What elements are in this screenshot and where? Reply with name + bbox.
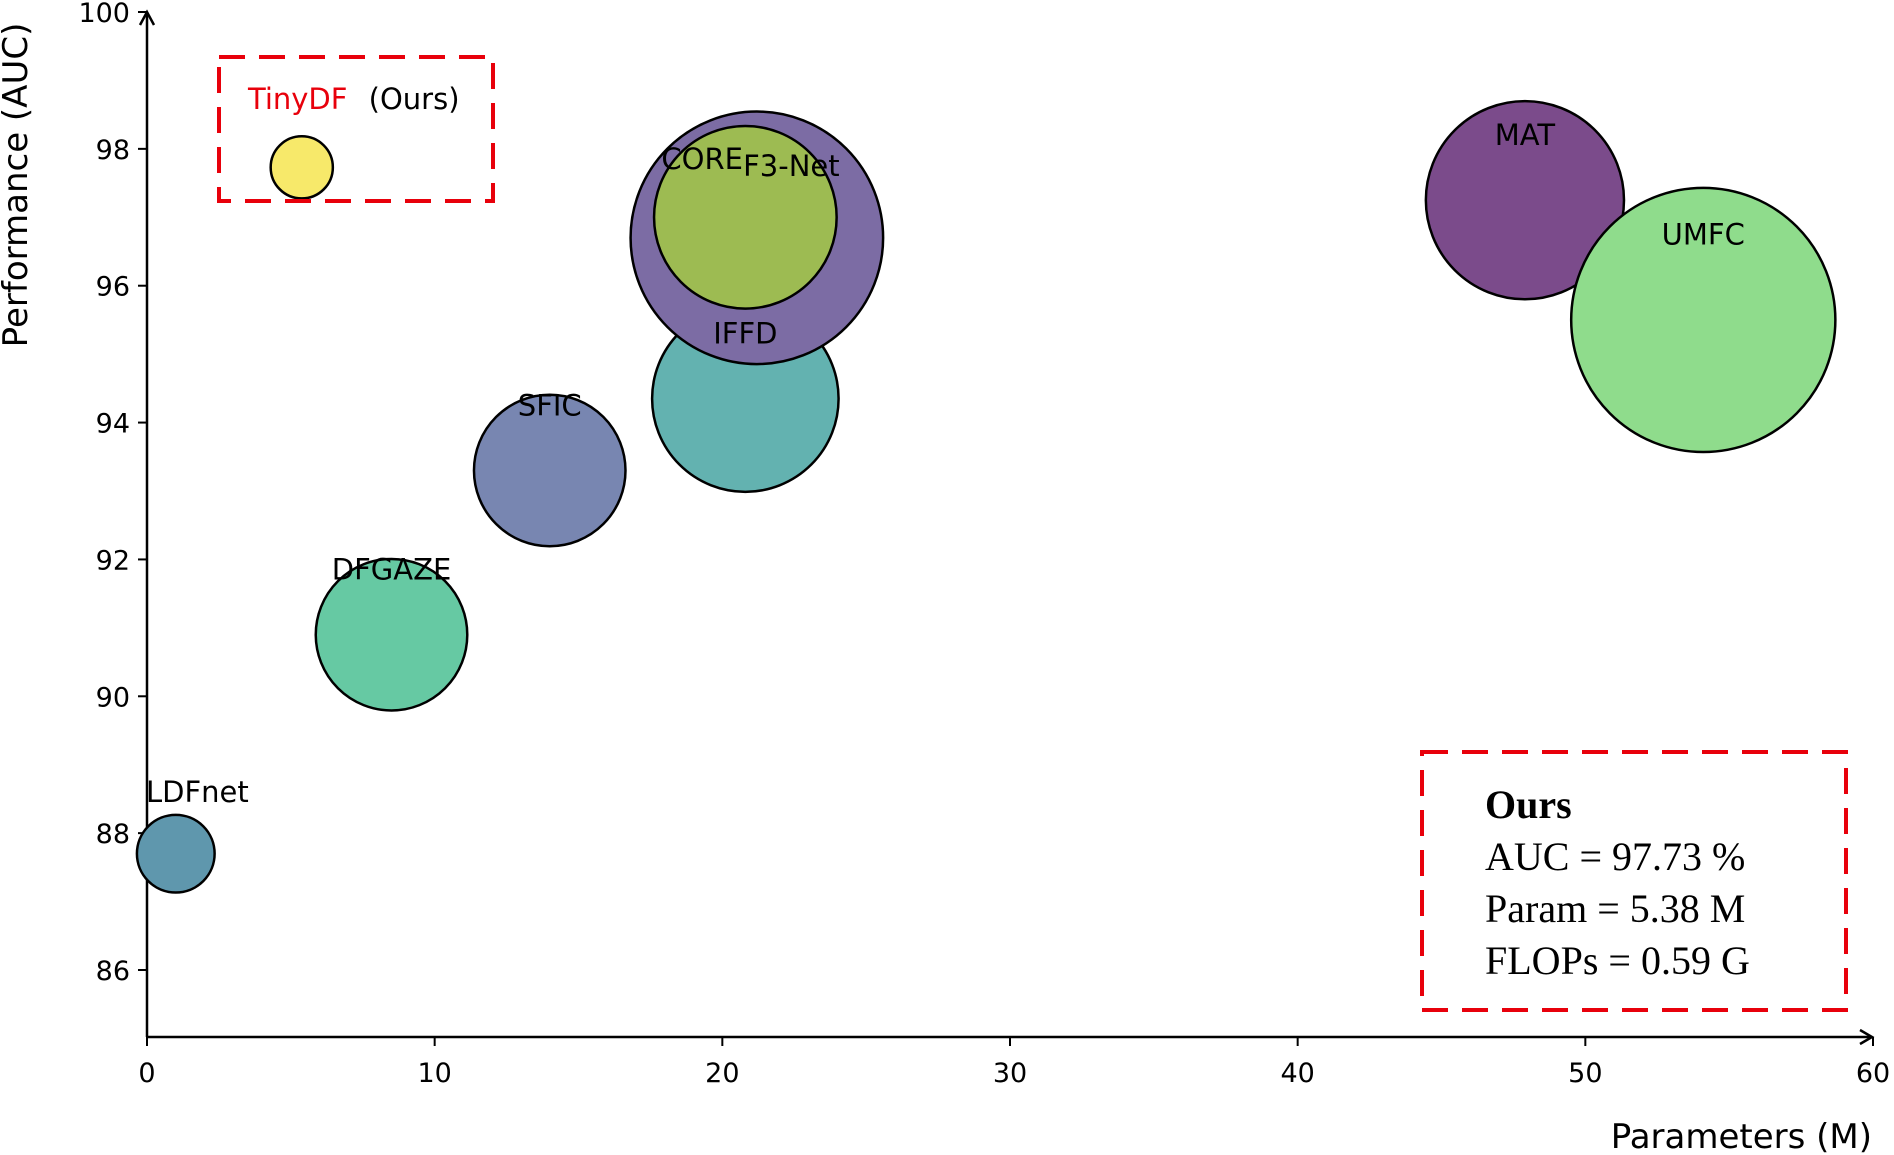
stats-box [1420, 750, 1848, 1012]
label-ldfnet: LDFnet [146, 775, 249, 809]
y-tick-label: 98 [96, 135, 130, 166]
label-core: CORE [661, 142, 743, 176]
y-tick-label: 92 [96, 545, 130, 576]
bubble-tinydf [269, 135, 335, 200]
bubble-core [652, 124, 838, 310]
y-axis-title: Performance (AUC) [0, 23, 36, 348]
x-tick-label: 60 [1856, 1058, 1890, 1089]
bubble-umfc [1569, 186, 1837, 454]
label-mat: MAT [1495, 118, 1556, 152]
x-tick-label: 40 [1280, 1058, 1314, 1089]
y-tick-label: 94 [96, 409, 130, 440]
stats-line-auc: AUC = 97.73 % [1485, 834, 1745, 879]
x-tick-label: 0 [138, 1058, 155, 1089]
stats-line-flops: FLOPs = 0.59 G [1485, 938, 1750, 983]
bubbles [135, 99, 1837, 894]
x-tick-label: 10 [417, 1058, 451, 1089]
highlight-label: TinyDF (Ours) [247, 82, 460, 116]
stats-line-param: Param = 5.38 M [1485, 886, 1745, 931]
y-tick-label: 96 [96, 272, 130, 303]
stats-title: Ours [1485, 782, 1572, 827]
x-tick-label: 20 [705, 1058, 739, 1089]
label-umfc: UMFC [1662, 217, 1745, 251]
ticks: 0 10 20 30 40 50 60 86 88 90 92 94 96 98 100 [78, 0, 1890, 1089]
label-f3-net: F3-Net [743, 149, 840, 183]
x-tick-label: 50 [1568, 1058, 1602, 1089]
label-iffd: IFFD [713, 317, 777, 351]
y-tick-label: 100 [78, 0, 130, 29]
bubble-ldfnet [135, 813, 216, 894]
bubble-dfgaze [314, 557, 469, 712]
y-tick-label: 90 [96, 682, 130, 713]
highlight-suffix: (Ours) [369, 82, 460, 116]
bubble-sfic [472, 393, 627, 548]
label-dfgaze: DFGAZE [332, 553, 452, 587]
y-tick-label: 86 [96, 956, 130, 987]
y-tick-label: 88 [96, 819, 130, 850]
x-tick-label: 30 [993, 1058, 1027, 1089]
label-sfic: SFIC [518, 388, 582, 422]
highlight-box [217, 55, 495, 203]
x-axis-title: Parameters (M) [1611, 1117, 1872, 1155]
bubble-mat [1424, 99, 1626, 301]
highlight-name: TinyDF [247, 82, 347, 116]
